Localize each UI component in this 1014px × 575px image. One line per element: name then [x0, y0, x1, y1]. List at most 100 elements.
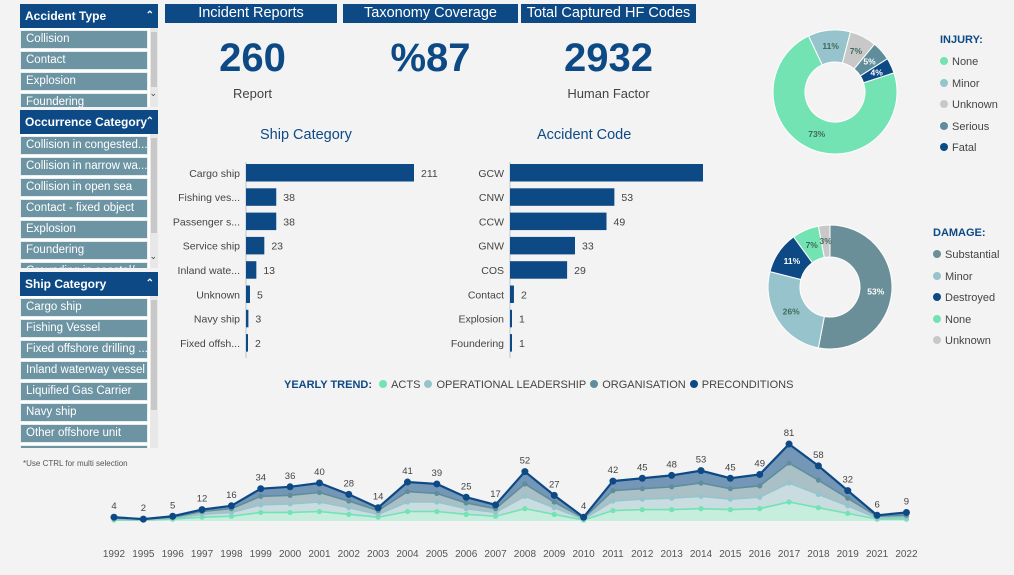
area-data-point[interactable]: [228, 513, 234, 519]
area-data-point[interactable]: [873, 511, 881, 519]
bar[interactable]: [510, 236, 575, 255]
donut-slice[interactable]: [817, 224, 831, 259]
bar[interactable]: [246, 309, 249, 328]
area-data-point[interactable]: [551, 511, 557, 517]
slicer-item[interactable]: Collision in open sea: [20, 178, 148, 197]
area-data-point[interactable]: [492, 509, 499, 516]
slicer-item[interactable]: Explosion: [20, 220, 148, 239]
slicer-item[interactable]: Explosion: [20, 72, 148, 91]
area-data-point[interactable]: [815, 491, 822, 497]
bar[interactable]: [246, 188, 277, 206]
area-data-point[interactable]: [697, 467, 705, 475]
bar[interactable]: [246, 261, 257, 279]
area-data-point[interactable]: [669, 484, 675, 490]
area-data-point[interactable]: [258, 509, 264, 516]
area-data-point[interactable]: [198, 506, 206, 514]
area-data-point[interactable]: [639, 496, 645, 502]
ship-category-slicer-header[interactable]: Ship Category ⌃: [20, 272, 158, 296]
area-data-point[interactable]: [786, 480, 792, 486]
bar[interactable]: [510, 285, 514, 304]
area-data-point[interactable]: [815, 505, 822, 511]
ship-category-scrollbar[interactable]: [150, 296, 158, 448]
bar[interactable]: [246, 164, 414, 182]
area-data-point[interactable]: [785, 440, 793, 448]
area-data-point[interactable]: [374, 504, 382, 512]
trend-legend-item[interactable]: PRECONDITIONS: [689, 379, 793, 391]
slicer-item[interactable]: Foundering: [20, 241, 148, 260]
area-data-point[interactable]: [345, 490, 353, 498]
area-data-point[interactable]: [434, 499, 440, 505]
area-data-point[interactable]: [346, 511, 352, 517]
area-data-point[interactable]: [463, 506, 469, 512]
area-data-point[interactable]: [757, 506, 763, 512]
area-data-point[interactable]: [845, 495, 851, 501]
area-data-point[interactable]: [316, 508, 323, 515]
area-data-point[interactable]: [610, 507, 616, 514]
trend-legend-item[interactable]: ACTS: [379, 379, 420, 391]
area-data-point[interactable]: [609, 477, 617, 485]
area-data-point[interactable]: [522, 493, 528, 499]
area-data-point[interactable]: [346, 505, 352, 511]
area-data-point[interactable]: [228, 509, 234, 516]
area-data-point[interactable]: [404, 488, 411, 495]
area-data-point[interactable]: [638, 474, 646, 482]
area-data-point[interactable]: [287, 492, 293, 498]
accident-type-scrollbar[interactable]: ⌄: [149, 28, 158, 107]
slicer-item[interactable]: Grounding in coastal/...: [20, 262, 148, 268]
area-data-point[interactable]: [757, 494, 763, 500]
area-data-point[interactable]: [726, 474, 734, 482]
area-data-point[interactable]: [257, 485, 265, 493]
area-data-point[interactable]: [844, 487, 852, 495]
area-data-point[interactable]: [845, 510, 851, 516]
area-data-point[interactable]: [786, 460, 792, 466]
bar[interactable]: [246, 334, 248, 352]
area-data-point[interactable]: [551, 499, 557, 505]
legend-item[interactable]: Unknown: [933, 331, 999, 353]
bar[interactable]: [510, 212, 607, 231]
area-data-point[interactable]: [756, 470, 764, 478]
area-data-point[interactable]: [433, 480, 441, 488]
area-data-point[interactable]: [698, 506, 704, 512]
scroll-thumb[interactable]: [151, 32, 157, 87]
bar[interactable]: [510, 188, 615, 206]
trend-legend-item[interactable]: ORGANISATION: [590, 379, 686, 391]
slicer-item[interactable]: Collision in congested...: [20, 136, 148, 155]
area-data-point[interactable]: [463, 500, 469, 506]
area-data-point[interactable]: [404, 499, 411, 505]
collapse-caret-icon[interactable]: ⌃: [145, 10, 154, 21]
chevron-down-icon[interactable]: ⌄: [149, 251, 157, 261]
area-data-point[interactable]: [227, 502, 235, 510]
area-data-point[interactable]: [287, 501, 293, 507]
area-data-point[interactable]: [639, 507, 645, 513]
area-data-point[interactable]: [786, 499, 792, 505]
legend-item[interactable]: Unknown: [940, 95, 998, 117]
area-data-point[interactable]: [521, 468, 529, 476]
area-data-point[interactable]: [110, 513, 118, 521]
scroll-thumb[interactable]: [151, 300, 157, 410]
area-data-point[interactable]: [258, 493, 264, 499]
area-data-point[interactable]: [434, 490, 440, 497]
area-data-point[interactable]: [258, 502, 264, 508]
area-data-point[interactable]: [316, 489, 323, 496]
bar[interactable]: [246, 212, 277, 231]
donut-slice[interactable]: [859, 58, 895, 84]
scroll-thumb[interactable]: [151, 138, 157, 233]
area-data-point[interactable]: [698, 493, 704, 499]
area-data-point[interactable]: [287, 509, 293, 516]
bar[interactable]: [246, 285, 250, 304]
slicer-item[interactable]: Contact - fixed object: [20, 199, 148, 218]
collapse-caret-icon[interactable]: ⌃: [145, 278, 154, 289]
area-data-point[interactable]: [639, 486, 645, 492]
bar[interactable]: [510, 164, 703, 182]
area-data-point[interactable]: [550, 491, 558, 499]
slicer-item[interactable]: Fishing Vessel: [20, 319, 148, 338]
area-data-point[interactable]: [815, 477, 822, 483]
area-data-point[interactable]: [580, 513, 588, 521]
area-data-point[interactable]: [610, 488, 616, 494]
legend-item[interactable]: Minor: [940, 74, 998, 96]
area-data-point[interactable]: [669, 495, 675, 501]
area-data-point[interactable]: [462, 493, 470, 501]
area-data-point[interactable]: [902, 508, 910, 516]
slicer-item[interactable]: Foundering: [20, 93, 148, 107]
donut-slice[interactable]: [817, 224, 893, 350]
